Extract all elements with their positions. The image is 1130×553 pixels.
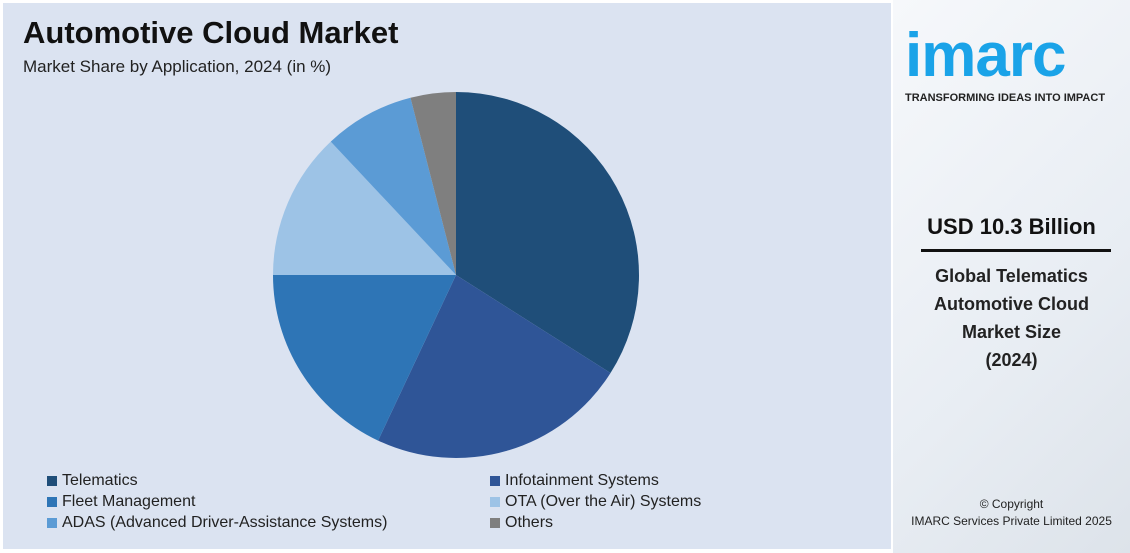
- legend-label: Infotainment Systems: [505, 472, 659, 489]
- legend-label: Fleet Management: [62, 493, 196, 510]
- legend-item: OTA (Over the Air) Systems: [490, 492, 701, 511]
- pie-slice-others: [410, 92, 456, 275]
- legend-item: Fleet Management: [47, 492, 195, 511]
- market-value: USD 10.3 Billion: [927, 214, 1096, 239]
- legend-item: Others: [490, 513, 553, 532]
- desc-line: (2024): [985, 350, 1038, 370]
- legend-label: Others: [505, 514, 554, 531]
- desc-line: Market Size: [961, 322, 1062, 342]
- copyright-text: © Copyright: [979, 497, 1044, 511]
- legend-swatch: [47, 517, 57, 528]
- pie-chart: [273, 92, 639, 458]
- pie-slice-adas-advanced-driver-assistance-systems-: [330, 97, 456, 275]
- legend-item: Infotainment Systems: [490, 471, 659, 490]
- desc-line: Automotive Cloud: [934, 294, 1089, 314]
- pie-slice-fleet-management: [273, 275, 456, 441]
- info-panel: imarc TRANSFORMING IDEAS INTO IMPACT USD…: [893, 0, 1130, 553]
- legend-item: Telematics: [47, 471, 138, 490]
- copyright: © Copyright IMARC Services Private Limit…: [893, 496, 1130, 530]
- desc-line: Global Telematics: [935, 266, 1088, 286]
- chart-title: Automotive Cloud Market: [23, 15, 399, 50]
- pie-slice-infotainment-systems: [378, 275, 611, 458]
- legend-swatch: [47, 475, 57, 486]
- chart-panel: Automotive Cloud Market Market Share by …: [3, 3, 891, 549]
- company-text: IMARC Services Private Limited 2025: [911, 514, 1112, 528]
- chart-subtitle: Market Share by Application, 2024 (in %): [23, 57, 332, 76]
- pie-slice-telematics: [456, 92, 639, 374]
- legend-label: Telematics: [62, 472, 138, 489]
- pie-slice-ota-over-the-air-systems: [273, 141, 456, 275]
- legend-label: OTA (Over the Air) Systems: [505, 493, 702, 510]
- market-description: Global Telematics Automotive Cloud Marke…: [893, 262, 1130, 374]
- imarc-logo: imarc: [905, 21, 1066, 90]
- logo-tagline: TRANSFORMING IDEAS INTO IMPACT: [905, 92, 1106, 104]
- legend-swatch: [47, 496, 57, 507]
- legend-item: ADAS (Advanced Driver-Assistance Systems…: [47, 513, 387, 532]
- legend-swatch: [490, 517, 500, 528]
- legend-swatch: [490, 475, 500, 486]
- legend-swatch: [490, 496, 500, 507]
- divider: [921, 249, 1111, 252]
- legend-label: ADAS (Advanced Driver-Assistance Systems…: [62, 514, 388, 531]
